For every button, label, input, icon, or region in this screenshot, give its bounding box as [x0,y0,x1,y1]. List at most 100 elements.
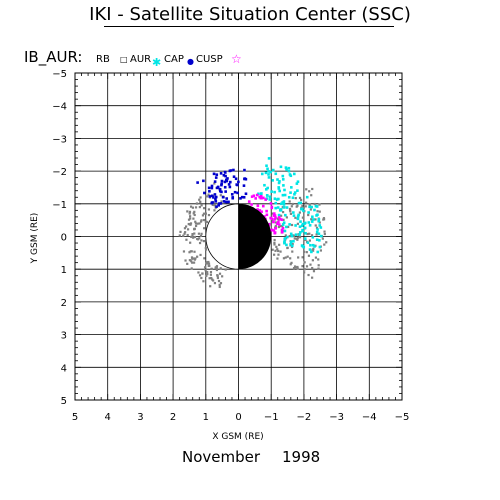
data-point [279,225,282,228]
data-point [294,216,297,219]
data-point [189,222,193,225]
data-point [311,249,315,252]
data-point [192,212,195,215]
data-point [202,179,205,183]
data-point [210,276,213,280]
data-point [288,223,291,226]
data-point [185,238,188,241]
data-point [316,228,319,231]
data-point [209,271,213,274]
y-axis-label: Y GSM (RE) [30,213,40,265]
data-point [198,222,201,225]
data-point [276,248,279,251]
data-point [310,218,313,221]
data-point [311,266,314,270]
data-point [279,250,282,253]
data-point [297,201,301,205]
data-point [301,256,304,259]
data-point [220,200,223,203]
data-point [296,217,300,221]
data-point [229,180,232,184]
data-point [198,198,201,201]
data-point [289,240,293,244]
data-point [204,248,208,251]
data-point [194,222,198,225]
data-point [193,232,196,235]
legend-symbol-aur: □ [120,55,128,64]
data-point [305,265,309,268]
data-point [294,224,297,227]
data-point [315,226,319,229]
data-point [294,197,297,200]
data-point [229,169,233,172]
data-point [186,262,189,265]
data-point [288,207,292,211]
data-point [298,196,302,200]
data-point [250,195,254,198]
data-point [198,205,201,209]
data-point [306,241,310,245]
data-point [227,200,230,204]
data-point [207,208,211,211]
data-point [201,272,204,275]
data-point [213,182,216,185]
data-point [308,203,311,206]
data-point [218,187,222,191]
data-point [290,205,293,208]
data-point [264,171,268,175]
data-point [190,235,193,239]
data-point [308,224,312,227]
data-point [215,267,218,270]
data-point [289,174,293,178]
data-point [281,224,284,228]
data-point [197,232,201,235]
data-point [303,268,306,271]
data-point [184,231,187,234]
data-point [318,224,322,227]
data-point [213,193,217,196]
data-point [296,222,300,225]
data-point [184,225,188,228]
data-point [200,232,203,235]
data-point [272,229,276,232]
data-point [313,245,316,248]
data-point [291,250,294,253]
data-point [296,215,300,218]
data-point [303,238,306,242]
data-point [210,184,214,188]
data-point [223,180,227,184]
data-point [305,188,308,191]
data-point [280,218,284,222]
data-point [283,237,287,240]
data-point [292,234,295,238]
data-point [193,210,196,213]
data-point [222,173,226,177]
data-point [289,242,292,246]
data-point [259,196,263,200]
data-point [204,247,207,250]
data-point [307,221,311,224]
data-point [309,208,312,211]
data-point [272,212,276,215]
data-point [198,237,201,240]
data-point [322,218,326,221]
data-point [202,218,206,222]
earth-night-side [238,203,272,270]
y-tick-label: 4 [61,363,67,374]
data-point [317,218,321,221]
data-point [309,243,312,247]
data-point [299,220,302,223]
data-point [301,224,304,227]
y-tick-label: −2 [52,167,67,178]
data-point [244,192,248,196]
data-point [298,236,302,239]
data-point [215,268,219,272]
data-point [307,254,311,257]
data-point [316,250,320,254]
data-point [273,218,277,221]
data-point [297,213,300,217]
data-point [232,168,235,172]
data-point [303,271,306,274]
data-point [277,213,281,217]
data-point [196,222,199,225]
